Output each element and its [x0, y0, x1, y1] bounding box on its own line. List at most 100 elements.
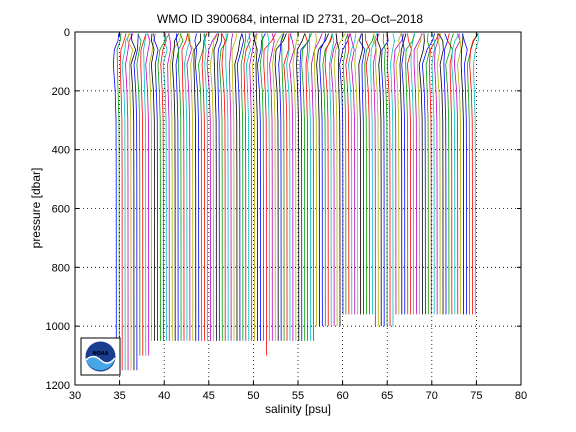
profile-line: [172, 33, 179, 341]
profile-line: [431, 33, 435, 315]
profile-line: [181, 33, 189, 341]
profile-line: [319, 33, 327, 327]
profile-line: [395, 33, 402, 315]
y-tick-label: 1200: [46, 380, 70, 392]
profile-line: [401, 33, 406, 315]
x-tick-label: 50: [247, 390, 259, 402]
profile-lines: [112, 33, 479, 371]
profile-line: [162, 33, 168, 341]
profile-line: [245, 33, 252, 341]
profile-line: [418, 33, 425, 315]
profile-line: [348, 33, 357, 315]
profile-line: [406, 33, 412, 315]
profile-line: [177, 33, 184, 341]
x-axis-ticks: 30 35 40 45 50 55 60 65 70 75 80: [69, 32, 527, 402]
profile-line: [304, 33, 309, 341]
profile-line: [283, 33, 290, 341]
profile-line: [443, 33, 449, 315]
profile-line: [150, 33, 155, 341]
profile-line: [364, 33, 375, 315]
profile-line: [289, 33, 295, 341]
profile-line: [330, 33, 338, 327]
x-tick-label: 40: [158, 390, 170, 402]
chart-title: WMO ID 3900684, internal ID 2731, 20–Oct…: [157, 12, 423, 26]
profile-line: [460, 33, 465, 315]
profile-line: [286, 33, 292, 341]
profile-line: [434, 33, 439, 315]
y-tick-label: 200: [52, 86, 70, 98]
profile-line: [457, 33, 462, 315]
profile-line: [194, 33, 200, 341]
x-tick-label: 60: [336, 390, 348, 402]
profile-line: [112, 33, 120, 371]
profile-line: [425, 33, 431, 315]
profile-line: [136, 33, 142, 356]
profile-line: [296, 33, 306, 341]
profile-line: [259, 33, 264, 341]
profile-line: [249, 33, 257, 341]
profile-line: [269, 33, 275, 341]
profile-line: [253, 33, 258, 341]
profile-line: [373, 33, 379, 327]
profile-line: [421, 33, 435, 315]
profile-line: [386, 33, 391, 327]
profile-line: [410, 33, 416, 315]
profile-line: [160, 33, 167, 341]
profile-line: [257, 33, 266, 341]
profile-line: [370, 33, 378, 315]
y-axis-ticks: 0 200 400 600 800 1000 1200: [46, 27, 521, 392]
profile-line: [125, 33, 134, 371]
profile-line: [153, 33, 159, 341]
profile-line: [193, 33, 202, 341]
profile-line: [126, 33, 134, 371]
profile-line: [278, 33, 284, 341]
profile-line: [217, 33, 223, 341]
x-tick-label: 35: [113, 390, 125, 402]
profile-line: [345, 33, 350, 315]
profile-line: [358, 33, 363, 315]
profile-line: [130, 33, 137, 371]
y-axis-label: pressure [dbar]: [29, 168, 43, 249]
x-tick-label: 70: [426, 390, 438, 402]
noaa-logo-text: NOAA: [92, 351, 108, 357]
profile-line: [349, 33, 356, 315]
profile-line: [133, 33, 139, 371]
profile-line: [140, 33, 147, 356]
profile-line: [382, 33, 388, 327]
profile-line: [324, 33, 333, 327]
y-tick-label: 0: [64, 27, 70, 39]
profile-line: [416, 33, 422, 315]
y-tick-label: 1000: [46, 321, 70, 333]
profile-line: [221, 33, 226, 341]
profile-line: [359, 33, 366, 315]
noaa-logo: NOAA: [80, 337, 121, 376]
profile-line: [169, 33, 182, 341]
profile-line: [252, 33, 258, 341]
profile-line: [119, 33, 127, 371]
profile-line: [466, 33, 479, 315]
profile-line: [209, 33, 219, 341]
profile-line: [228, 33, 234, 341]
x-tick-label: 45: [203, 390, 215, 402]
x-tick-label: 65: [381, 390, 393, 402]
profile-line: [405, 33, 415, 315]
profile-line: [145, 33, 151, 356]
profile-line: [213, 33, 220, 341]
profile-line: [201, 33, 208, 341]
profile-line: [281, 33, 285, 341]
profile-line: [116, 33, 122, 371]
profile-line: [469, 33, 479, 315]
x-tick-label: 30: [69, 390, 81, 402]
profile-line: [472, 33, 479, 315]
x-tick-label: 80: [515, 390, 527, 402]
profile-line: [451, 33, 460, 315]
profile-line: [219, 33, 229, 341]
profile-line: [335, 33, 341, 327]
profile-line: [399, 33, 407, 315]
profile-line: [240, 33, 246, 341]
profile-line: [390, 33, 395, 327]
profile-line: [243, 33, 251, 341]
profile-line: [364, 33, 371, 315]
profile-line: [266, 33, 270, 341]
